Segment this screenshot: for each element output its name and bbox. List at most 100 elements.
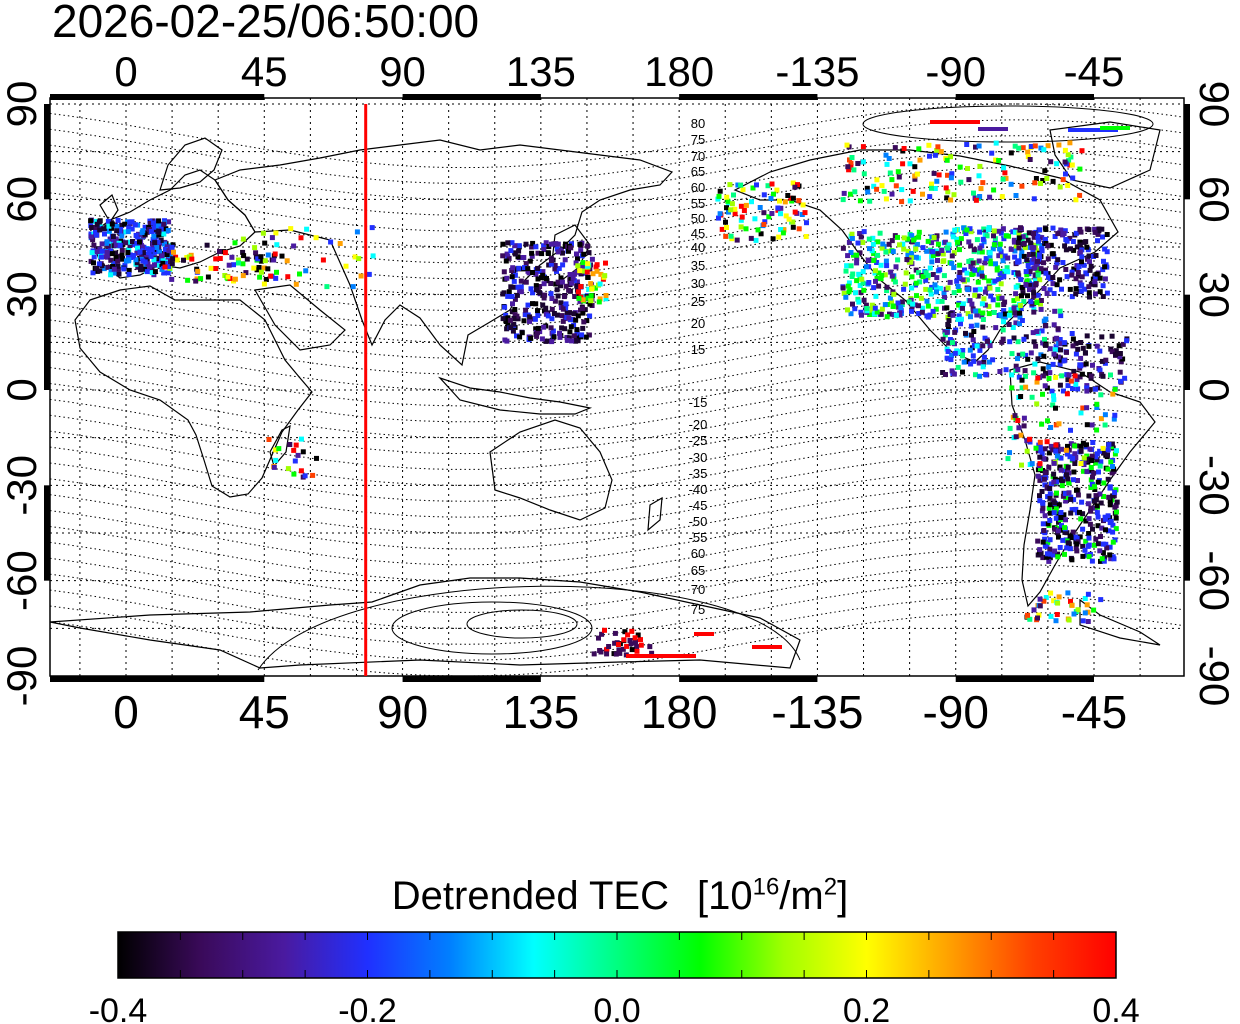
- lon-label-bottom: -135: [771, 686, 863, 738]
- tec-point: [1070, 529, 1076, 535]
- tec-point: [284, 258, 290, 264]
- tec-point: [90, 270, 96, 276]
- tec-point: [863, 264, 869, 270]
- tec-point: [883, 258, 889, 264]
- tec-point: [843, 268, 849, 274]
- tec-point: [957, 262, 963, 268]
- tec-point: [1023, 373, 1028, 379]
- tec-point: [1038, 466, 1043, 472]
- tec-point: [945, 322, 951, 327]
- tec-point: [588, 298, 594, 304]
- tec-observations: [88, 120, 1130, 658]
- tec-point: [586, 250, 592, 256]
- tec-point: [108, 248, 114, 254]
- tec-point: [1077, 239, 1083, 245]
- tec-point: [1082, 350, 1088, 356]
- tec-point: [1016, 230, 1022, 236]
- tec-point: [1086, 227, 1092, 233]
- tec-point: [789, 198, 795, 204]
- tec-point: [597, 296, 603, 302]
- tec-point: [1099, 525, 1105, 531]
- greenland-coast: [1049, 121, 1161, 189]
- tec-point: [872, 305, 878, 311]
- tec-point: [542, 292, 548, 298]
- tec-point: [1035, 233, 1041, 239]
- tec-point: [1026, 252, 1032, 257]
- tec-point: [1056, 519, 1061, 525]
- tec-point: [1062, 159, 1068, 165]
- tec-point: [1071, 477, 1076, 483]
- tec-point: [951, 250, 957, 256]
- tec-point: [149, 247, 155, 253]
- tec-point: [1047, 287, 1053, 293]
- tec-point: [896, 174, 902, 180]
- tec-point: [1053, 264, 1059, 270]
- tec-point: [1057, 545, 1063, 550]
- tec-point: [115, 266, 121, 272]
- tec-point: [500, 316, 506, 322]
- tec-point: [879, 245, 885, 251]
- tec-point: [934, 178, 940, 184]
- tec-point: [1066, 480, 1072, 486]
- tec-point: [549, 306, 555, 312]
- contour-label: 70: [691, 582, 705, 597]
- tec-point: [849, 236, 855, 241]
- tec-point: [1089, 422, 1095, 428]
- tec-point: [1074, 266, 1080, 272]
- tec-point: [135, 264, 141, 270]
- tec-point: [649, 650, 655, 656]
- tec-point: [1016, 145, 1022, 151]
- tec-point: [101, 254, 107, 260]
- tec-point: [1103, 527, 1108, 533]
- tec-point: [185, 277, 191, 283]
- tec-point: [883, 152, 889, 158]
- tec-point: [907, 161, 913, 167]
- tec-point: [1031, 231, 1036, 236]
- tec-point: [534, 330, 540, 336]
- tec-point: [867, 246, 872, 252]
- tec-point: [161, 270, 167, 276]
- tec-point: [1002, 170, 1008, 176]
- tec-point: [105, 218, 111, 224]
- tec-point: [1023, 384, 1029, 390]
- tec-point: [255, 256, 261, 262]
- tec-point: [166, 219, 172, 225]
- contour-label: 20: [691, 316, 705, 331]
- tec-point: [795, 182, 800, 188]
- tec-point: [1053, 374, 1059, 380]
- tec-point: [539, 251, 545, 257]
- tec-point: [889, 238, 895, 244]
- tec-point: [723, 219, 728, 225]
- tec-point: [934, 148, 940, 153]
- tec-point: [566, 287, 572, 293]
- tec-point: [1065, 464, 1071, 470]
- tec-point: [1083, 239, 1089, 245]
- tec-point: [956, 274, 962, 280]
- tec-point: [1077, 166, 1083, 172]
- tec-point: [1107, 484, 1113, 490]
- tec-point: [88, 234, 94, 240]
- tec-point: [370, 253, 376, 259]
- tec-point: [918, 295, 924, 301]
- tec-point: [1113, 526, 1119, 532]
- tec-point: [1033, 277, 1038, 283]
- tec-point: [1080, 511, 1086, 517]
- tec-point: [850, 271, 856, 277]
- tec-point: [1069, 507, 1075, 513]
- tec-point: [552, 263, 558, 268]
- tec-point: [757, 205, 763, 210]
- tec-point: [889, 177, 895, 183]
- tec-point: [1042, 513, 1048, 519]
- tec-point: [929, 259, 935, 265]
- tec-point: [892, 279, 898, 285]
- tec-point: [195, 268, 201, 274]
- tec-point: [899, 302, 905, 308]
- tec-point: [912, 164, 918, 170]
- tec-point: [558, 283, 563, 289]
- tec-point: [509, 294, 515, 299]
- tec-point: [523, 261, 529, 267]
- tec-point: [515, 316, 521, 322]
- tec-point: [881, 188, 887, 194]
- tec-point: [1105, 466, 1111, 472]
- tec-point: [1031, 245, 1037, 251]
